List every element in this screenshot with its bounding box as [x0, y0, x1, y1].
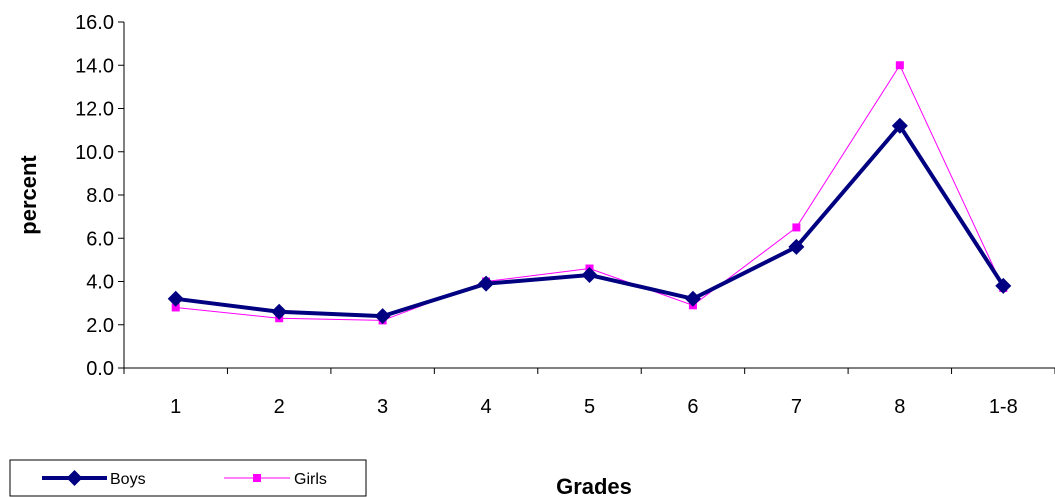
legend-item-girls: Girls	[224, 471, 327, 488]
legend-boys-marker	[66, 470, 83, 486]
y-tick-label: 16.0	[75, 12, 114, 34]
y-tick-label: 0.0	[86, 358, 114, 380]
x-axis-title: Grades	[556, 474, 632, 497]
data-point-boys	[374, 308, 391, 325]
data-point-boys	[995, 277, 1012, 294]
legend-girls-marker	[253, 474, 261, 482]
y-tick-label: 12.0	[75, 99, 114, 121]
data-point-boys	[271, 303, 288, 320]
legend-boys-label: Boys	[110, 471, 146, 488]
data-point-girls	[792, 223, 801, 232]
legend-girls-label: Girls	[294, 471, 327, 488]
plot-area: 0.0 2.0 4.0 6.0 8.0 10.0 12.0 14.0 16.0 1 2 3 4 5 6 7 8 1…	[75, 12, 1055, 418]
y-tick-label: 8.0	[86, 185, 114, 207]
legend-item-boys: Boys	[42, 470, 146, 488]
data-point-boys	[684, 290, 701, 307]
y-tick-label: 6.0	[86, 228, 114, 250]
x-tick-label: 5	[584, 396, 595, 418]
data-point-boys	[891, 117, 908, 134]
y-axis-title: percent	[16, 155, 41, 235]
y-tick-label: 14.0	[75, 55, 114, 77]
x-tick-label: 7	[791, 396, 802, 418]
x-tick-label: 6	[687, 396, 698, 418]
x-tick-label: 4	[480, 396, 491, 418]
data-point-girls	[895, 61, 904, 70]
data-point-boys	[167, 290, 184, 307]
y-tick-label: 4.0	[86, 272, 114, 294]
data-point-boys	[788, 238, 805, 255]
x-tick-label: 8	[894, 396, 905, 418]
x-tick-label: 2	[274, 396, 285, 418]
data-point-girls	[171, 303, 180, 312]
series-line-boys	[175, 122, 1005, 319]
x-tick-label: 1	[170, 396, 181, 418]
x-tick-label: 1-8	[989, 396, 1018, 418]
data-point-boys	[478, 275, 495, 292]
x-tick-label: 3	[377, 396, 388, 418]
legend: Boys Girls	[9, 459, 367, 497]
data-point-boys	[581, 267, 598, 284]
y-tick-label: 10.0	[75, 142, 114, 164]
y-tick-label: 2.0	[86, 315, 114, 337]
